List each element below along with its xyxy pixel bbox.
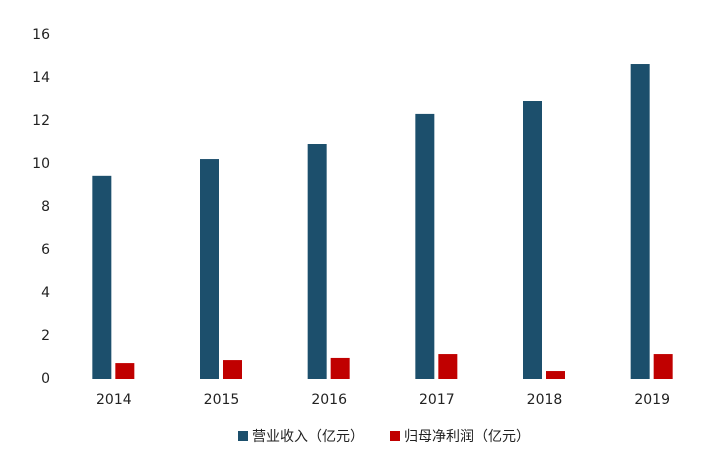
bar bbox=[200, 159, 219, 379]
bar bbox=[546, 371, 565, 379]
legend-label: 营业收入（亿元） bbox=[252, 429, 364, 445]
bar bbox=[92, 175, 112, 379]
y-tick-label: 8 bbox=[41, 199, 50, 215]
x-tick-label: 2018 bbox=[527, 392, 563, 408]
x-tick-label: 2015 bbox=[204, 392, 240, 408]
bar bbox=[630, 64, 650, 380]
y-tick-label: 12 bbox=[32, 113, 50, 129]
legend-swatch bbox=[238, 431, 248, 441]
bar bbox=[115, 363, 135, 379]
bar bbox=[330, 357, 350, 379]
bar bbox=[223, 360, 242, 379]
x-tick-label: 2017 bbox=[419, 392, 455, 408]
y-tick-label: 0 bbox=[41, 371, 50, 387]
bar bbox=[307, 144, 327, 379]
y-tick-label: 14 bbox=[32, 70, 50, 86]
y-tick-label: 10 bbox=[32, 156, 50, 172]
x-tick-label: 2014 bbox=[96, 392, 132, 408]
bar bbox=[523, 101, 542, 379]
bar bbox=[438, 354, 458, 379]
legend-label: 归母净利润（亿元） bbox=[404, 428, 530, 445]
legend-swatch bbox=[390, 431, 400, 441]
y-tick-label: 6 bbox=[41, 242, 50, 258]
y-tick-label: 2 bbox=[41, 328, 50, 344]
bar bbox=[653, 354, 673, 379]
x-tick-label: 2019 bbox=[634, 392, 670, 408]
y-tick-label: 16 bbox=[32, 27, 50, 43]
bar bbox=[415, 113, 435, 379]
y-tick-label: 4 bbox=[41, 285, 50, 301]
x-tick-label: 2016 bbox=[311, 392, 347, 408]
